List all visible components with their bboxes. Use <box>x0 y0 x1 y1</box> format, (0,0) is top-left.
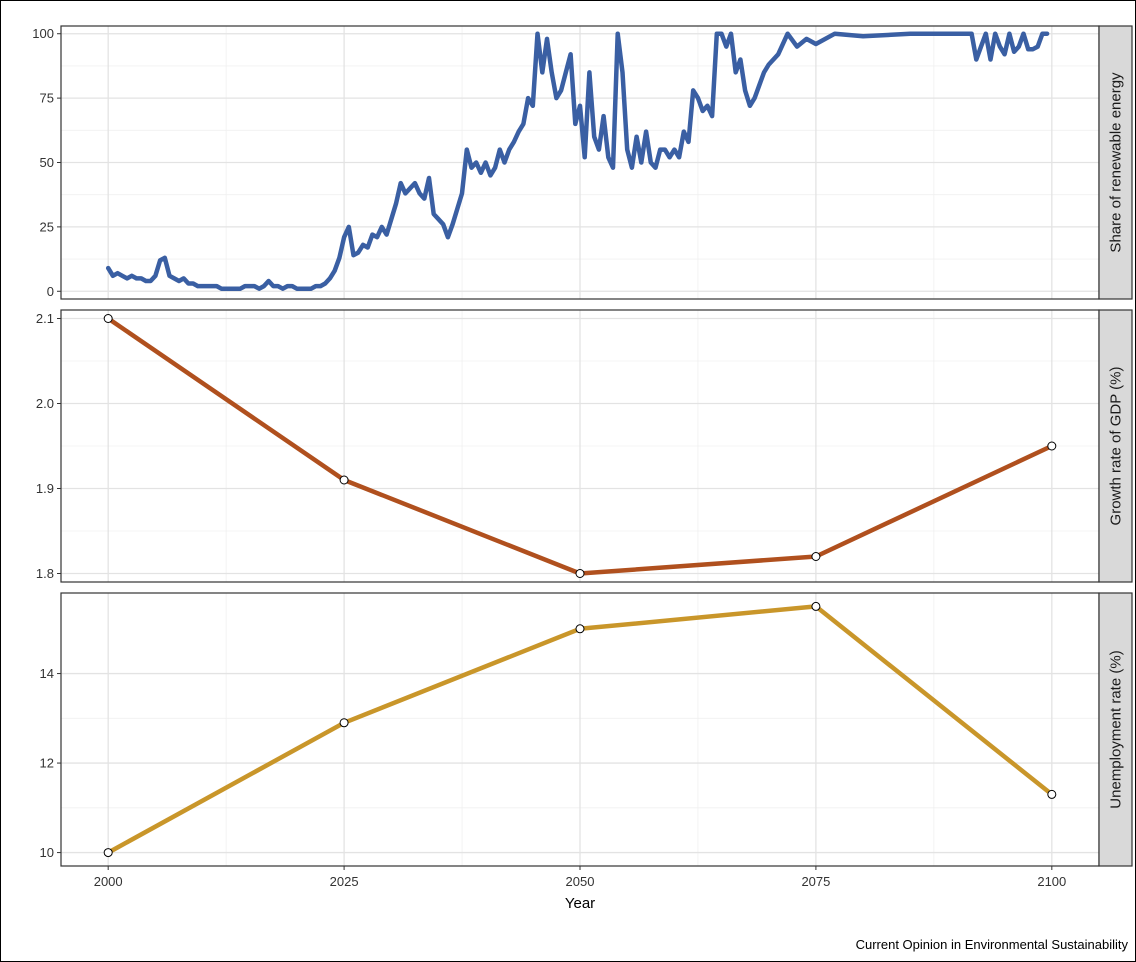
x-axis-title: Year <box>565 895 595 912</box>
y-tick-label: 12 <box>40 756 54 771</box>
data-point <box>575 624 585 634</box>
y-tick-label: 14 <box>40 666 54 681</box>
facet-strip-label: Share of renewable energy <box>1108 72 1125 253</box>
facet-strip-label: Unemployment rate (%) <box>1108 650 1125 808</box>
panel-1: 0 25 50 75 100 Share of renewable energy <box>32 25 1133 300</box>
data-point <box>339 475 349 485</box>
y-tick-label: 2.1 <box>36 311 54 326</box>
panel-3: 10 12 14 Unemployment rate (%) 2000 2025 2050 2… <box>40 592 1133 889</box>
y-tick-label: 100 <box>32 26 54 41</box>
data-point <box>103 314 113 323</box>
series-line <box>105 31 1050 291</box>
y-tick-label: 0 <box>47 284 54 299</box>
facet-strip <box>1098 592 1133 867</box>
journal-credit: Current Opinion in Environmental Sustain… <box>855 937 1128 952</box>
x-tick-label: 2050 <box>566 874 595 889</box>
facet-strip <box>1098 25 1133 300</box>
panel-2: 1.8 1.9 2.0 2.1 Growth rate of GDP (%) <box>36 309 1133 583</box>
data-point <box>811 552 821 561</box>
y-tick-label: 75 <box>40 91 54 106</box>
x-tick-label: 2100 <box>1037 874 1066 889</box>
x-tick-label: 2000 <box>94 874 123 889</box>
y-tick-label: 2.0 <box>36 396 54 411</box>
x-tick-label: 2075 <box>801 874 830 889</box>
x-tick-label: 2025 <box>330 874 359 889</box>
data-point <box>1047 789 1057 799</box>
data-point <box>811 601 821 611</box>
data-point <box>575 569 585 578</box>
facet-strip-label: Growth rate of GDP (%) <box>1108 367 1125 526</box>
y-tick-label: 1.8 <box>36 566 54 581</box>
data-point <box>339 718 349 728</box>
y-tick-label: 50 <box>40 155 54 170</box>
data-point <box>1047 441 1057 451</box>
y-tick-label: 10 <box>40 845 54 860</box>
facet-strip <box>1098 309 1133 583</box>
y-tick-label: 25 <box>40 219 54 234</box>
y-tick-label: 1.9 <box>36 481 54 496</box>
data-point <box>103 848 113 858</box>
